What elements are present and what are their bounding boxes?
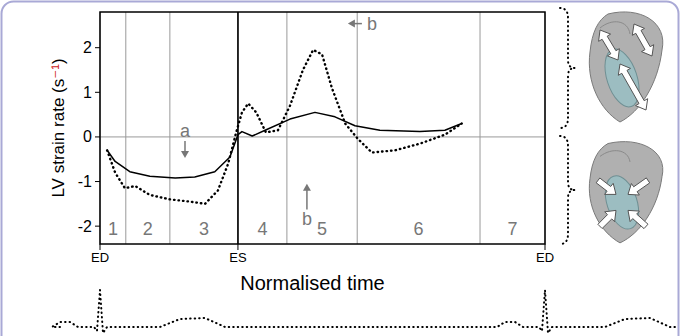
series-line [107,50,462,204]
y-tick-label: 1 [83,84,92,101]
x-tick-label: ED [91,250,109,265]
y-tick-label: -1 [78,173,92,190]
zero-line [100,136,545,137]
phase-line [357,12,358,244]
y-tick-label: -2 [78,218,92,235]
x-tick-label: ED [536,250,554,265]
y-axis-title-part: s [49,79,68,88]
figure-frame [2,2,679,336]
phase-line [169,12,170,244]
heart-arrow [628,210,648,228]
y-axis-title-part: s [49,165,68,174]
y-axis-title-part: ⁻ [49,70,68,79]
heart-icon [589,142,663,243]
annotation: b [302,209,312,229]
data-group [107,50,462,204]
brace [560,136,575,244]
y-axis-title: LV strain rate (s⁻¹) [49,58,68,197]
heart-arrow [599,30,620,60]
brace [560,8,575,128]
phase-label: 4 [257,219,267,239]
phase-label: 2 [143,219,153,239]
y-axis-title-part: e [49,98,68,107]
x-tick-label: ES [229,250,247,265]
heart-arrow [632,24,653,56]
phase-label: 1 [108,219,118,239]
y-tick-label: 0 [83,128,92,145]
annotation-arrow [306,188,308,210]
phase-line [125,12,126,244]
y-tick-label: 2 [83,39,92,56]
phase-line [480,12,481,244]
heart-arrow [596,178,616,194]
heart-body [589,12,663,122]
series-line [107,112,462,178]
phase-label: 6 [414,219,424,239]
ecg-trace [52,290,676,333]
x-axis-title: Normalised time [240,272,384,294]
y-axis-title-part: n [49,132,68,141]
heart-detail [600,151,630,162]
phase-line [237,12,238,244]
heart-icon [589,12,663,122]
heart-arrow [618,64,647,110]
phase-label: 5 [317,219,327,239]
heart-body [589,142,663,243]
heart-arrow [628,178,650,195]
annotation-arrowhead [303,184,311,191]
y-axis-title-part: ) [49,58,68,64]
event-line [237,12,239,244]
annotation-arrowhead [181,151,189,158]
heart-arrow [598,210,616,228]
phase-line [286,12,287,244]
annotation: b [367,14,377,34]
chart: 1 2 3 4 5 6 7 -2 -1 0 1 2 ED ES ED Normalised time LV st… [0,0,680,336]
phase-label: 7 [508,219,518,239]
plot-frame [100,12,545,244]
phase-label: 3 [199,219,209,239]
annotation-arrowhead [348,20,355,28]
annotation: a [180,121,191,141]
y-axis-title-part: V [49,177,68,189]
